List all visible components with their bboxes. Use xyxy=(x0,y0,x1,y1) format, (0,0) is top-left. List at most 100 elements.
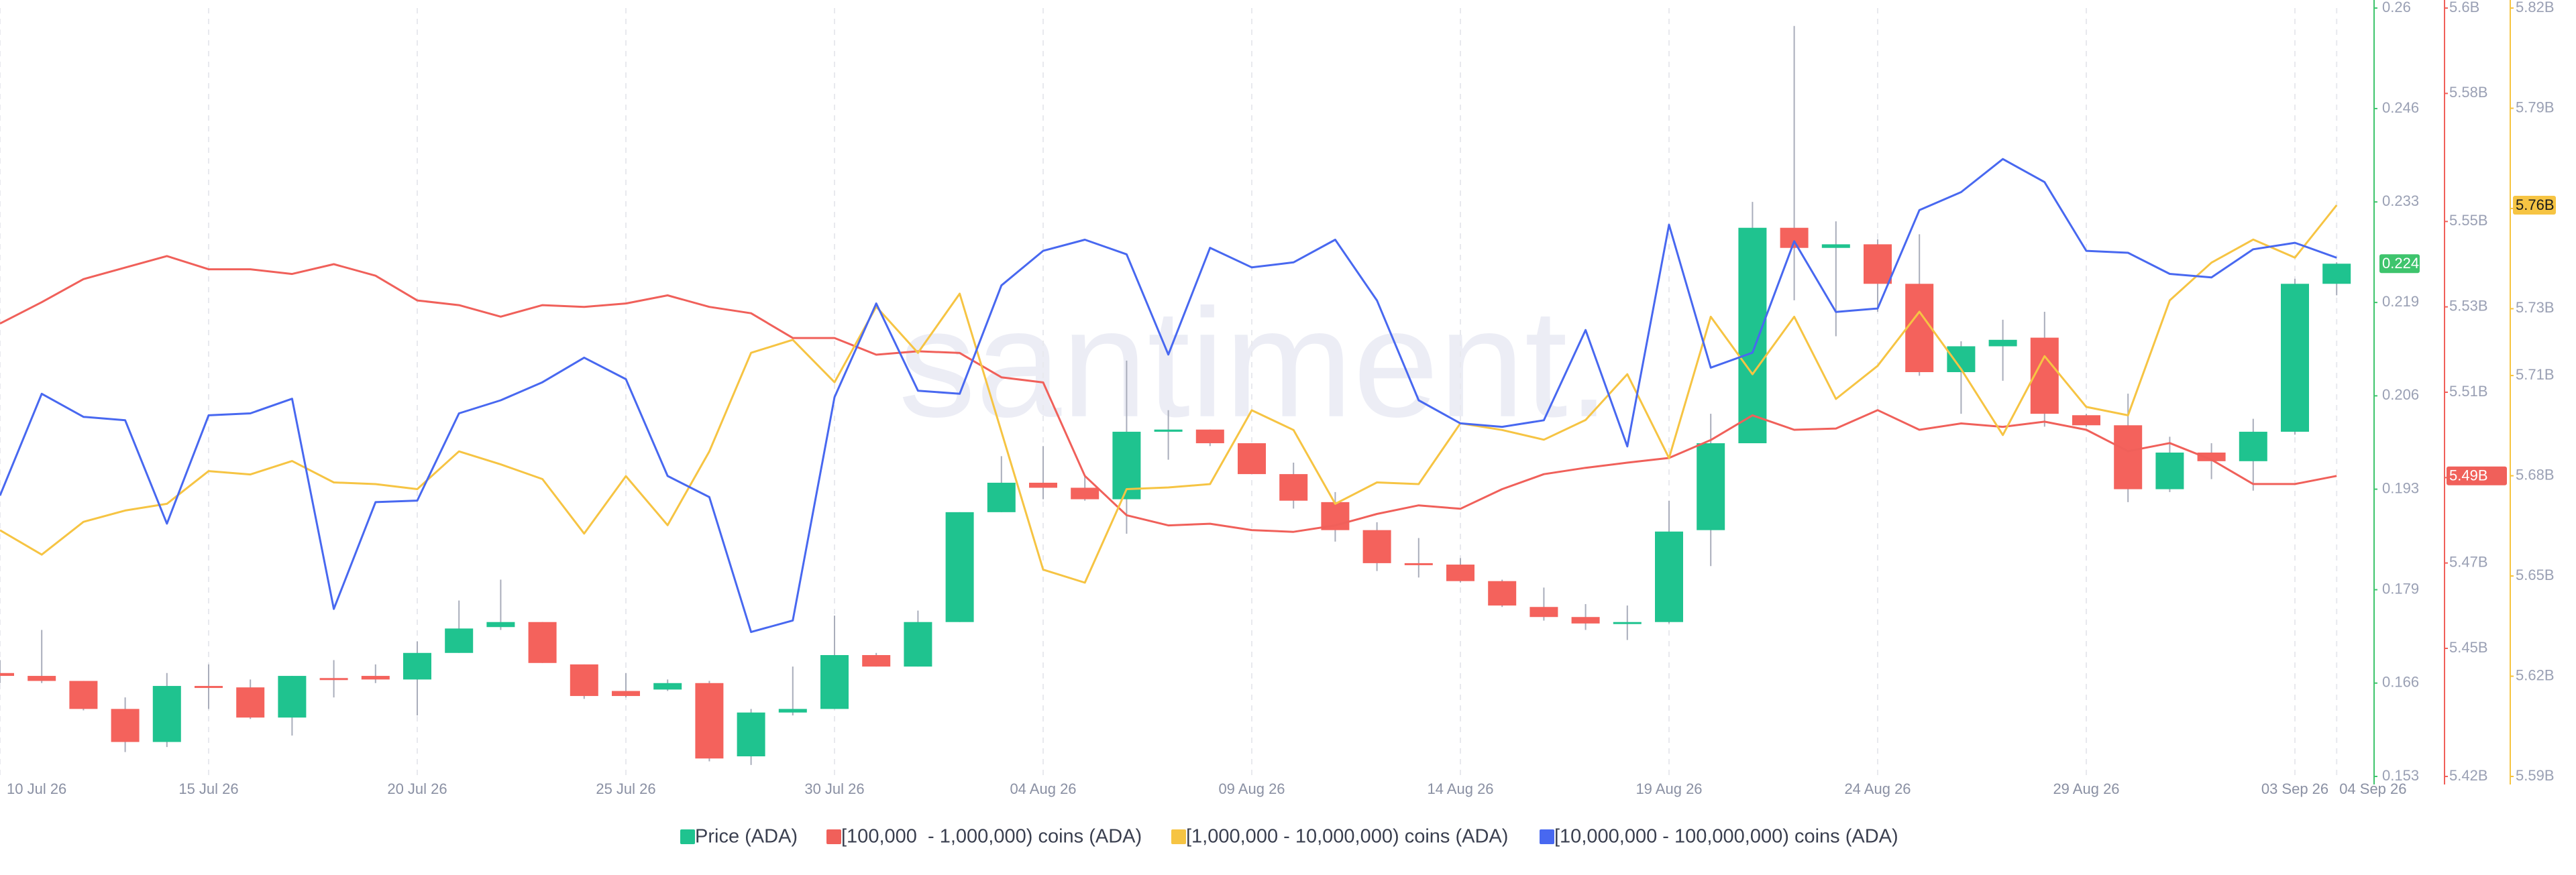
candle-body xyxy=(319,678,348,681)
candle-body xyxy=(1404,563,1433,565)
x-tick-label: 20 Jul 26 xyxy=(387,780,447,797)
y-tick-label: 5.62B xyxy=(2516,666,2555,683)
candle-body xyxy=(2114,425,2143,489)
candle-body xyxy=(69,681,98,709)
last-value-box xyxy=(2513,195,2556,215)
candle-body xyxy=(653,683,682,690)
x-tick-label: 30 Jul 26 xyxy=(804,780,864,797)
candle-body xyxy=(2322,264,2351,284)
legend-swatch[interactable] xyxy=(826,829,841,844)
x-tick-label: 04 Sep 26 xyxy=(2339,780,2406,797)
y-tick-label: 0.166 xyxy=(2382,674,2419,691)
x-tick-label: 04 Aug 26 xyxy=(1010,780,1076,797)
series-line xyxy=(0,205,2338,584)
legend-swatch[interactable] xyxy=(1540,829,1554,844)
series-line xyxy=(0,255,2337,533)
y-tick-label: 5.71B xyxy=(2516,366,2555,383)
candle-body xyxy=(361,676,390,680)
candle-body xyxy=(1905,284,1934,373)
candle-body xyxy=(111,709,140,742)
y-tick-label: 5.42B xyxy=(2449,767,2488,784)
candle-body xyxy=(778,709,807,713)
x-tick-label: 25 Jul 26 xyxy=(596,780,655,797)
legend: Price (ADA) [100,000 - 1,000,000) coins (… xyxy=(680,826,1898,848)
y-tick-label: 5.51B xyxy=(2449,383,2488,400)
y-tick-label: 0.193 xyxy=(2382,479,2419,496)
candle-body xyxy=(1488,581,1517,606)
candle-body xyxy=(987,482,1016,512)
x-tick-label: 24 Aug 26 xyxy=(1844,780,1911,797)
candle-body xyxy=(1821,244,1850,248)
x-tick-label: 29 Aug 26 xyxy=(2053,780,2119,797)
candle-body xyxy=(862,654,891,667)
candle-body xyxy=(1238,443,1266,475)
y-tick-label: 5.65B xyxy=(2516,567,2555,583)
x-tick-label: 10 Jul 26 xyxy=(7,780,66,797)
series-line xyxy=(0,158,2337,634)
candle-body xyxy=(1195,429,1224,444)
y-tick-label: 5.53B xyxy=(2449,297,2488,314)
candle-body xyxy=(2239,431,2267,461)
x-tick-label: 03 Sep 26 xyxy=(2261,780,2328,797)
legend-label[interactable]: [1,000,000 - 10,000,000) coins (ADA) xyxy=(1186,826,1508,848)
candle-body xyxy=(1154,429,1183,432)
candle-body xyxy=(1446,565,1474,581)
candle-body xyxy=(1864,244,1892,284)
candle-body xyxy=(695,683,724,759)
y-tick-label: 0.246 xyxy=(2382,99,2419,116)
candle-body xyxy=(904,622,932,667)
candle-body xyxy=(612,691,640,697)
y-tick-label: 0.206 xyxy=(2382,386,2419,403)
last-value-box xyxy=(2379,254,2420,274)
candle-body xyxy=(737,712,765,757)
y-tick-label: 5.6B xyxy=(2449,0,2479,15)
candle-body xyxy=(278,676,307,718)
x-tick-label: 14 Aug 26 xyxy=(1427,780,1493,797)
legend-swatch[interactable] xyxy=(1171,829,1186,844)
y-tick-label: 5.55B xyxy=(2449,212,2488,229)
last-value-label: 0.224 xyxy=(2382,255,2419,272)
y-tick-label: 5.45B xyxy=(2449,639,2488,656)
candle-body xyxy=(1279,474,1308,501)
candle-body xyxy=(236,687,265,718)
candle-body xyxy=(195,686,223,689)
y-tick-label: 5.82B xyxy=(2516,0,2555,15)
legend-swatch[interactable] xyxy=(680,829,695,844)
candle-body xyxy=(945,512,974,622)
y-tick-label: 0.179 xyxy=(2382,580,2419,597)
candle-body xyxy=(2155,452,2184,489)
y-tick-label: 0.233 xyxy=(2382,192,2419,209)
candle-body xyxy=(152,686,181,742)
candle-body xyxy=(1738,227,1767,444)
candle-body xyxy=(1780,227,1809,248)
candle-body xyxy=(1029,482,1057,488)
y-tick-label: 0.26 xyxy=(2382,0,2411,15)
x-tick-label: 09 Aug 26 xyxy=(1218,780,1285,797)
legend-label[interactable]: Price (ADA) xyxy=(695,826,798,848)
candle-body xyxy=(28,676,56,681)
y-tick-label: 5.79B xyxy=(2516,99,2555,115)
y-tick-label: 5.73B xyxy=(2516,299,2555,316)
candle-body xyxy=(1988,339,2017,347)
candle-body xyxy=(1655,531,1683,622)
candle-body xyxy=(528,622,557,663)
candle-body xyxy=(570,664,598,697)
legend-label[interactable]: [100,000 - 1,000,000) coins (ADA) xyxy=(841,826,1142,848)
candle-body xyxy=(2197,452,2226,461)
candle-body xyxy=(445,628,474,653)
candle-body xyxy=(1613,622,1642,624)
candle-body xyxy=(1362,530,1391,563)
last-value-label: 5.76B xyxy=(2516,196,2555,213)
last-value-box xyxy=(2447,466,2507,485)
plot-area xyxy=(0,25,2351,765)
axes: 0.26 0.246 0.233 0.219 0.206 0.193 0.179 0.166 0… xyxy=(7,0,2556,797)
candle-body xyxy=(0,673,14,677)
y-tick-label: 5.59B xyxy=(2516,767,2555,784)
y-tick-label: 5.58B xyxy=(2449,84,2488,101)
y-tick-label: 0.219 xyxy=(2382,293,2419,310)
y-tick-label: 5.68B xyxy=(2516,466,2555,483)
candle-body xyxy=(486,622,515,628)
y-tick-label: 5.47B xyxy=(2449,553,2488,570)
candle-body xyxy=(1697,443,1725,530)
legend-label[interactable]: [10,000,000 - 100,000,000) coins (ADA) xyxy=(1554,826,1898,848)
